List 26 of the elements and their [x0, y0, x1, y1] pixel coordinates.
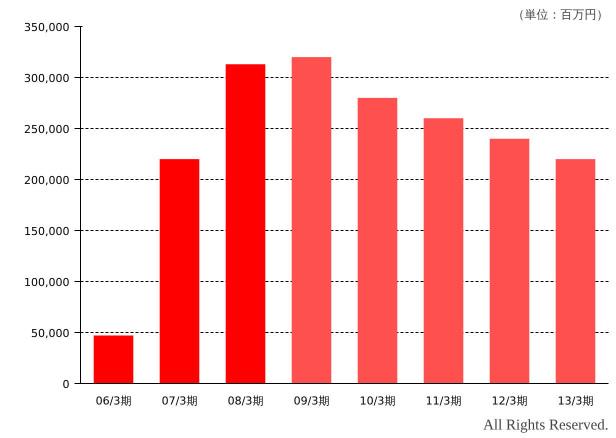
bar [490, 138, 530, 384]
y-tick-label: 50,000 [31, 327, 70, 340]
bar [358, 98, 398, 384]
text: All Rights Reserved. [483, 418, 608, 434]
bar [226, 64, 266, 384]
y-tick-label: 350,000 [24, 21, 70, 34]
x-tick-label: 10/3期 [360, 394, 396, 408]
x-tick-label: 07/3期 [162, 394, 198, 408]
y-tick-label: 100,000 [24, 276, 70, 289]
y-tick-label: 300,000 [24, 72, 70, 85]
y-tick-label: 200,000 [24, 174, 70, 187]
bar [292, 57, 332, 384]
x-tick-label: 06/3期 [96, 394, 132, 408]
y-tick-label: 250,000 [24, 123, 70, 136]
chart-subtitle: （単位：百万円） [512, 8, 608, 22]
bar [160, 159, 200, 384]
x-tick-label: 09/3期 [294, 394, 330, 408]
x-tick-label: 11/3期 [426, 394, 462, 408]
bar [556, 159, 596, 384]
x-tick-label: 13/3期 [558, 394, 594, 408]
y-tick-label: 150,000 [24, 225, 70, 238]
bar [94, 336, 134, 384]
bar [424, 118, 464, 384]
x-tick-label: 12/3期 [492, 394, 528, 408]
y-tick-label: 0 [62, 378, 70, 391]
x-tick-label: 08/3期 [228, 394, 264, 408]
